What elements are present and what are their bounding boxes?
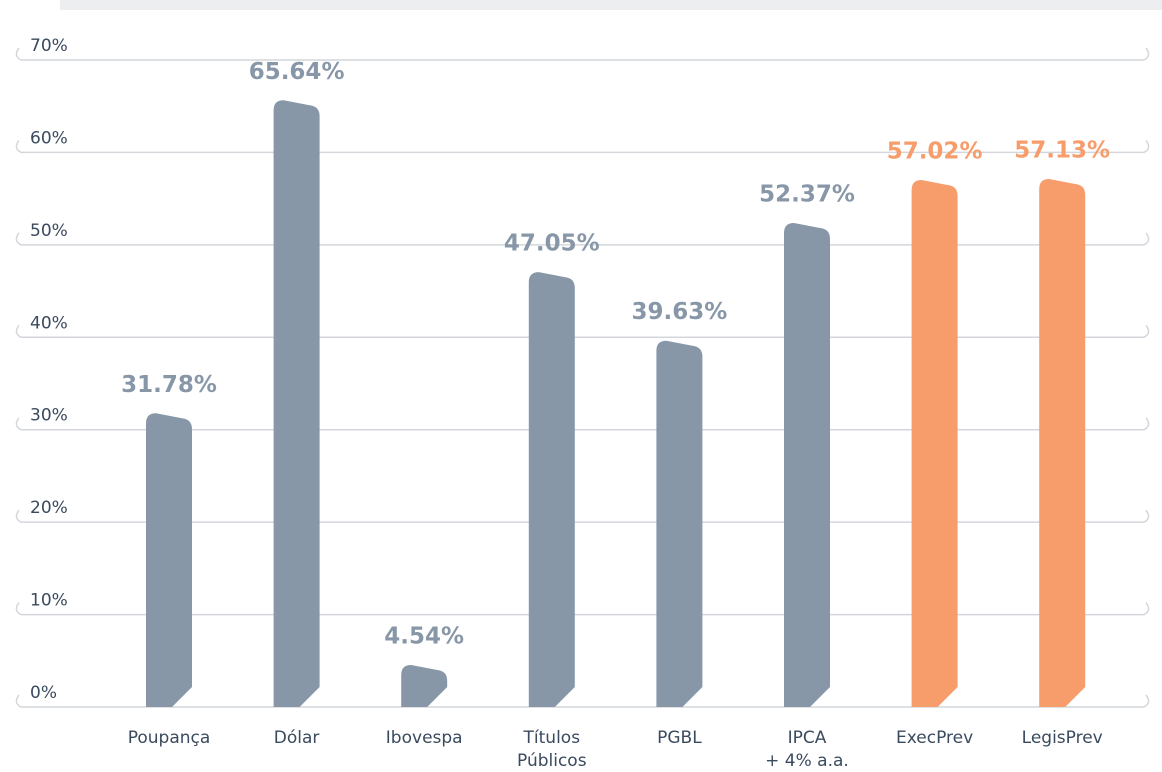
x-tick-label: Poupança	[128, 728, 211, 748]
value-label: 47.05%	[504, 231, 600, 257]
x-tick-label: Dólar	[274, 728, 320, 748]
y-tick-label: 20%	[30, 498, 68, 518]
x-tick-label: + 4% a.a.	[765, 751, 849, 771]
grid-line	[15, 602, 1150, 616]
bar	[656, 340, 703, 707]
value-label: 4.54%	[384, 624, 464, 650]
y-tick-label: 40%	[30, 313, 68, 333]
grid-line	[15, 694, 1150, 708]
y-tick-label: 30%	[30, 406, 68, 426]
x-tick-label: LegisPrev	[1022, 728, 1103, 748]
grid-line	[15, 47, 1150, 61]
grid-line	[15, 417, 1150, 431]
top-band	[60, 0, 1162, 10]
x-tick-label: IPCA	[788, 728, 827, 748]
grid-line	[15, 324, 1150, 339]
bar	[146, 413, 192, 707]
value-label: 39.63%	[632, 299, 728, 325]
grid-line	[15, 139, 1150, 154]
bar	[528, 272, 575, 707]
y-tick-label: 10%	[30, 591, 68, 611]
value-label: 31.78%	[121, 372, 217, 398]
y-tick-label: 0%	[30, 683, 57, 703]
bar	[273, 100, 320, 708]
x-tick-label: ExecPrev	[896, 728, 973, 748]
x-tick-label: PGBL	[657, 728, 702, 748]
bar	[1039, 178, 1086, 707]
y-tick-label: 70%	[30, 36, 68, 56]
y-tick-label: 50%	[30, 221, 68, 241]
x-tick-label: Ibovespa	[386, 728, 463, 748]
bar	[401, 665, 448, 707]
value-label: 57.13%	[1014, 137, 1110, 163]
value-label: 52.37%	[759, 181, 855, 207]
grid-line	[15, 509, 1150, 523]
value-label: 65.64%	[249, 59, 345, 85]
y-tick-label: 60%	[30, 128, 68, 148]
value-label: 57.02%	[887, 138, 983, 164]
bar	[784, 222, 830, 707]
bar	[911, 179, 958, 707]
grid-line	[15, 232, 1150, 246]
x-tick-label: Públicos	[517, 751, 587, 771]
x-tick-label: Títulos	[523, 728, 581, 748]
